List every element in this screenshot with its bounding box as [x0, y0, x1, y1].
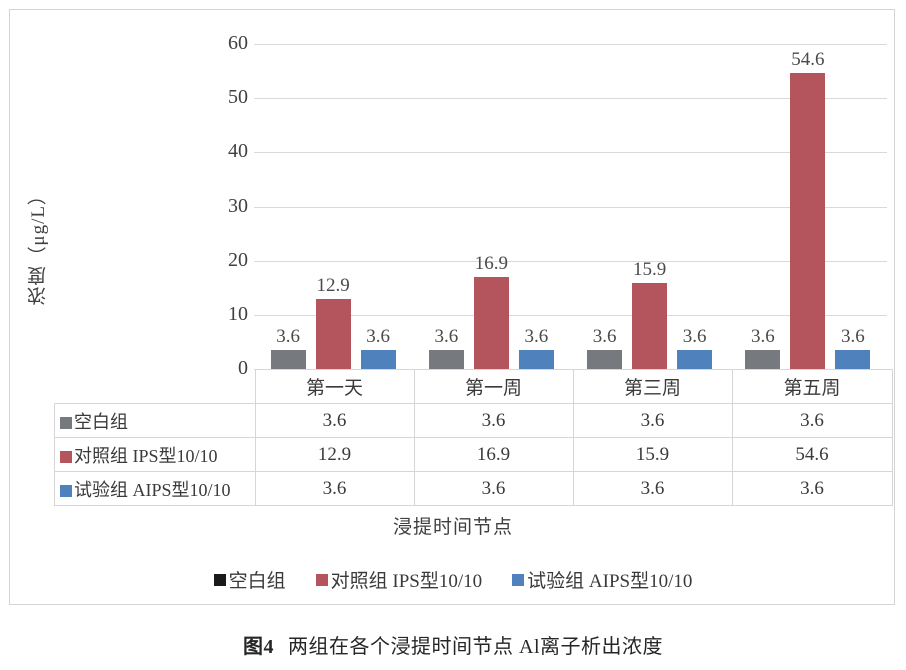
y-axis-tick-label: 30	[228, 194, 248, 217]
table-header-row: 第一天 第一周 第三周 第五周	[54, 369, 893, 404]
figure-caption-text: 两组在各个浸提时间节点 Al离子析出浓度	[288, 636, 663, 658]
table-header-cell: 第三周	[572, 369, 733, 404]
bar-group: 3.6 15.9 3.6	[571, 44, 729, 369]
x-axis-title: 浸提时间节点	[392, 517, 513, 538]
bar-group: 3.6 16.9 3.6	[412, 44, 570, 369]
legend-item[interactable]: 对照组 IPS型10/10	[315, 566, 483, 593]
table-corner-cell	[54, 369, 256, 404]
legend-marker-icon	[512, 573, 525, 586]
table-row-label: 试验组 AIPS型10/10	[74, 479, 231, 500]
table-cell: 3.6	[731, 403, 893, 438]
gridline	[254, 44, 887, 45]
bar-value-label: 3.6	[841, 325, 865, 347]
bar-value-label: 15.9	[633, 258, 667, 280]
bar-value-label: 3.6	[592, 325, 617, 347]
y-axis-tick-label: 40	[228, 140, 248, 163]
gridline	[254, 152, 887, 154]
table-cell: 16.9	[413, 437, 574, 472]
bar-value-label: 12.9	[316, 275, 350, 297]
chart-frame: 浓度（μg/L） 0 10 20 30 40 50 60 3.6 12.9 3.6 3.6 16.9…	[9, 9, 895, 605]
y-axis-tick-label: 0	[238, 357, 248, 379]
figure-number: 图4	[243, 636, 274, 658]
table-row: 试验组 AIPS型10/10 3.6 3.6 3.6 3.6	[54, 471, 893, 506]
table-cell: 3.6	[254, 471, 415, 506]
plot-area: 3.6 12.9 3.6 3.6 16.9 3.6 3.6 15.9 3.6 3.6 54.6 3.6	[254, 44, 887, 370]
y-axis-tick-label: 60	[228, 32, 248, 54]
bar	[835, 349, 871, 369]
series-swatch-icon	[60, 416, 72, 429]
bar-group: 3.6 12.9 3.6	[254, 44, 412, 369]
figure-caption: 图4 两组在各个浸提时间节点 Al离子析出浓度	[0, 630, 906, 659]
table-cell: 3.6	[413, 471, 574, 506]
series-swatch-icon	[60, 450, 72, 463]
bar	[632, 282, 668, 369]
table-header-cell: 第一天	[254, 369, 415, 404]
bar-value-label: 3.6	[751, 325, 775, 347]
bar	[315, 299, 351, 369]
table-cell: 3.6	[413, 403, 574, 438]
table-header-cell: 第五周	[731, 369, 893, 404]
gridline	[254, 206, 887, 208]
gridline	[254, 260, 887, 262]
bar-value-label: 54.6	[791, 49, 825, 71]
legend-item[interactable]: 试验组 AIPS型10/10	[512, 566, 692, 593]
table-row: 空白组 3.6 3.6 3.6 3.6	[54, 403, 893, 438]
legend-label: 试验组 AIPS型10/10	[527, 571, 693, 592]
bar-value-label: 3.6	[434, 325, 459, 347]
bar-value-label: 3.6	[366, 325, 390, 347]
bar	[587, 349, 623, 369]
bar-value-label: 16.9	[474, 253, 508, 275]
bar-value-label: 3.6	[276, 325, 300, 347]
bar-group: 3.6 54.6 3.6	[729, 44, 887, 369]
table-row-header: 空白组	[54, 403, 256, 438]
legend-label: 对照组 IPS型10/10	[330, 571, 483, 592]
table-cell: 15.9	[572, 437, 733, 472]
table-cell: 54.6	[731, 437, 893, 472]
table-header-cell: 第一周	[413, 369, 574, 404]
table-row-label: 对照组 IPS型10/10	[74, 445, 218, 466]
bar	[518, 349, 554, 369]
y-axis-tick-label: 50	[228, 86, 248, 109]
data-table: 第一天 第一周 第三周 第五周 空白组 3.6 3.6 3.6 3.6 对照组 IPS型10/10…	[54, 369, 893, 506]
bar	[270, 349, 306, 369]
y-axis-tick-label: 10	[228, 302, 248, 325]
table-cell: 3.6	[572, 403, 733, 438]
table-row: 对照组 IPS型10/10 12.9 16.9 15.9 54.6	[54, 437, 893, 472]
table-row-header: 对照组 IPS型10/10	[54, 437, 256, 472]
table-cell: 3.6	[254, 403, 415, 438]
legend-marker-icon	[213, 573, 226, 586]
y-axis-title-text: 浓度（μg/L）	[27, 184, 49, 306]
bar	[677, 349, 713, 369]
table-cell: 3.6	[572, 471, 733, 506]
legend-marker-icon	[315, 573, 328, 586]
table-cell: 12.9	[254, 437, 415, 472]
bar-value-label: 3.6	[682, 325, 707, 347]
table-row-header: 试验组 AIPS型10/10	[54, 471, 256, 506]
table-row-label: 空白组	[74, 411, 128, 432]
bar	[790, 73, 826, 369]
chart-legend: 空白组 对照组 IPS型10/10 试验组 AIPS型10/10	[10, 566, 896, 593]
legend-item[interactable]: 空白组	[213, 566, 286, 593]
series-swatch-icon	[60, 484, 72, 497]
gridline	[254, 314, 887, 316]
bar	[745, 349, 781, 369]
legend-label: 空白组	[228, 571, 286, 592]
bar	[473, 277, 509, 369]
y-axis-ticks: 0 10 20 30 40 50 60	[200, 33, 248, 378]
gridline	[254, 98, 887, 100]
bar-value-label: 3.6	[524, 325, 549, 347]
bar	[360, 349, 396, 369]
bar	[428, 349, 464, 369]
y-axis-title: 浓度（μg/L）	[23, 140, 53, 350]
table-cell: 3.6	[731, 471, 893, 506]
y-axis-tick-label: 20	[228, 248, 248, 271]
